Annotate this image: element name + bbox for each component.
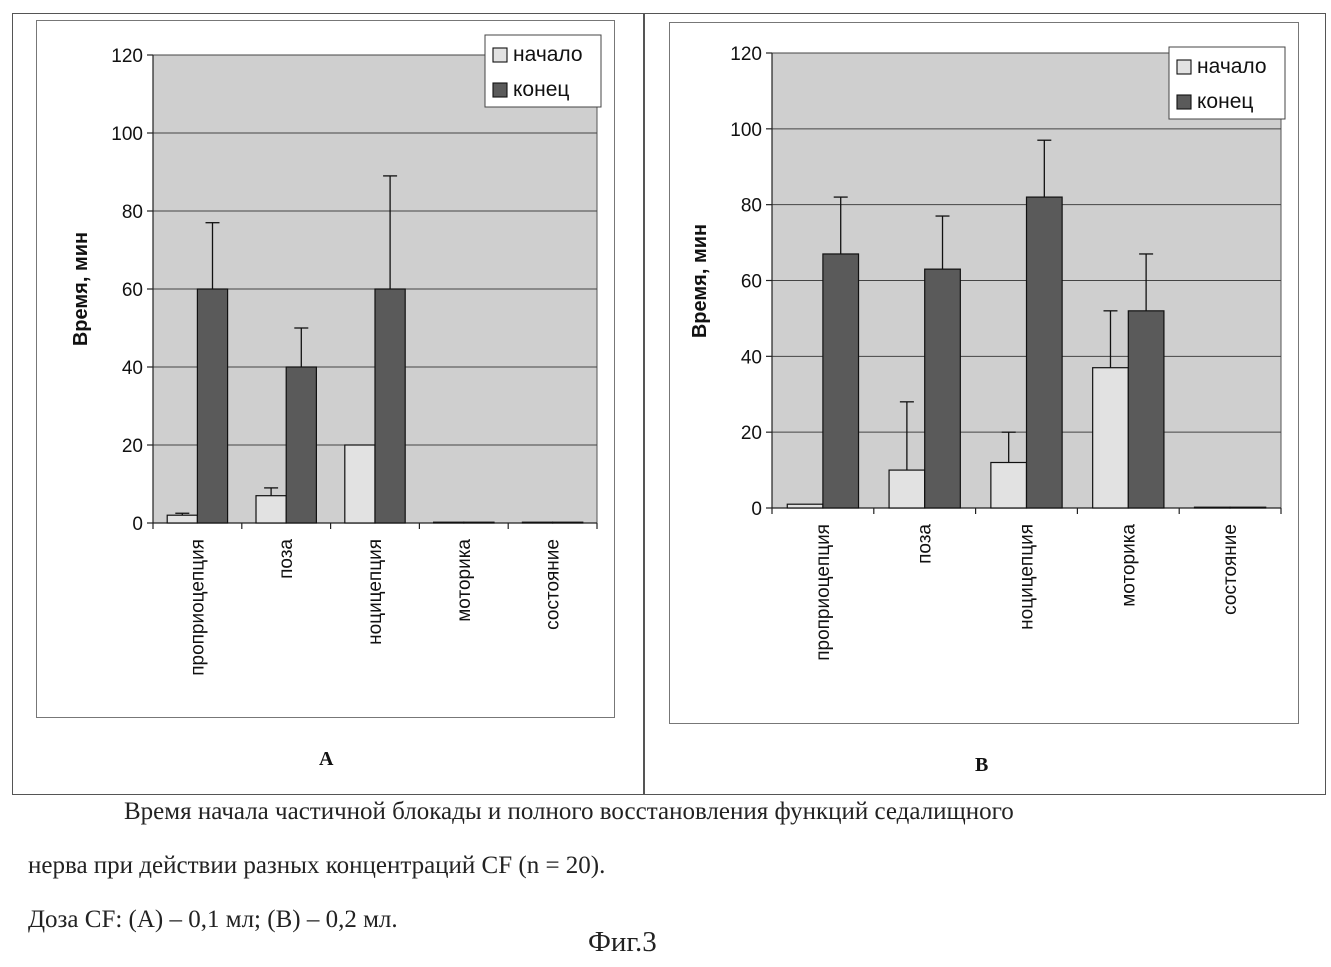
y-tick-label: 100	[111, 124, 143, 145]
caption-line-2: нерва при действии разных концентраций C…	[28, 852, 605, 880]
category-label: проприоцепция	[813, 524, 834, 661]
bar-konec	[464, 522, 494, 523]
y-tick-label: 100	[730, 120, 762, 141]
legend-label: конец	[513, 78, 569, 101]
legend-swatch	[493, 83, 507, 97]
category-label: проприоцепция	[187, 539, 208, 676]
legend-swatch	[1177, 60, 1191, 74]
bar-konec	[1230, 507, 1266, 508]
bar-nachalo	[167, 515, 197, 523]
legend-swatch	[1177, 95, 1191, 109]
chart-a: 0 20 40 60 80 100 120 проприоцепция поза ноцицепц…	[37, 21, 614, 717]
y-tick-label: 0	[132, 514, 143, 535]
category-label: ноцицепция	[365, 539, 386, 645]
y-axis-label: Время, мин	[689, 224, 711, 338]
legend-swatch	[493, 48, 507, 62]
bar-konec	[823, 254, 859, 508]
category-label: состояние	[1220, 524, 1241, 615]
bar-konec	[553, 522, 583, 523]
y-tick-label: 60	[741, 272, 762, 293]
caption-line-3: Доза CF: (A) – 0,1 мл; (B) – 0,2 мл.	[28, 906, 398, 934]
chart-b-box: 0 20 40 60 80 100 120 проприоцепция поза ноцицепц…	[669, 22, 1299, 724]
y-tick-label: 40	[741, 347, 762, 368]
y-tick-label: 80	[741, 196, 762, 217]
y-tick-label: 80	[122, 202, 143, 223]
legend-label: начало	[1197, 55, 1267, 78]
y-axis-label: Время, мин	[70, 232, 92, 346]
bar-nachalo	[434, 522, 464, 523]
chart-b: 0 20 40 60 80 100 120 проприоцепция поза ноцицепц…	[670, 23, 1298, 723]
chart-a-box: 0 20 40 60 80 100 120 проприоцепция поза ноцицепц…	[36, 20, 615, 718]
caption-line-1: Время начала частичной блокады и полного…	[124, 798, 1014, 826]
y-tick-label: 20	[122, 436, 143, 457]
category-label: моторика	[454, 539, 475, 622]
bar-konec	[286, 367, 316, 523]
bar-nachalo	[1093, 368, 1129, 508]
y-tick-label: 120	[111, 46, 143, 67]
bar-nachalo	[256, 496, 286, 523]
bar-nachalo	[1194, 507, 1230, 508]
category-label: поза	[276, 539, 297, 579]
category-label: моторика	[1118, 524, 1139, 607]
bar-konec	[1027, 197, 1063, 508]
bar-konec	[925, 269, 961, 508]
category-label: ноцицепция	[1017, 524, 1038, 630]
bar-konec	[375, 289, 405, 523]
y-tick-label: 20	[741, 423, 762, 444]
bar-nachalo	[345, 445, 375, 523]
y-tick-label: 0	[751, 499, 762, 520]
category-label: состояние	[543, 539, 564, 630]
bar-nachalo	[522, 522, 552, 523]
y-tick-label: 60	[122, 280, 143, 301]
figure-title: Фиг.3	[588, 926, 657, 959]
y-tick-label: 120	[730, 44, 762, 65]
legend-label: начало	[513, 43, 583, 66]
bar-nachalo	[787, 504, 823, 508]
bar-konec	[1128, 311, 1164, 508]
y-tick-label: 40	[122, 358, 143, 379]
bar-konec	[197, 289, 227, 523]
legend-label: конец	[1197, 90, 1253, 113]
bar-nachalo	[889, 470, 925, 508]
panel-a-label: A	[319, 748, 333, 771]
bar-nachalo	[991, 463, 1027, 509]
category-label: поза	[915, 524, 936, 564]
panel-b-label: B	[975, 754, 988, 777]
